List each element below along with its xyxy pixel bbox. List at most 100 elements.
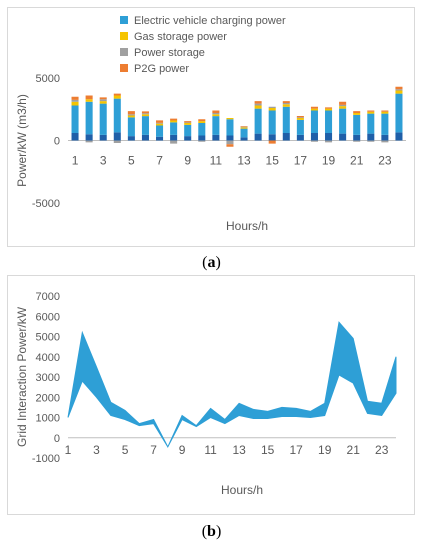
bar-segment xyxy=(170,134,178,141)
x-tick-label: 19 xyxy=(322,154,336,168)
x-tick-label: 23 xyxy=(375,443,389,457)
y-tick-label: 0 xyxy=(54,136,60,148)
bar-segment xyxy=(339,106,347,109)
bar-segment xyxy=(85,95,93,100)
bar-segment xyxy=(212,114,220,117)
x-tick-label: 3 xyxy=(100,154,107,168)
bar-segment xyxy=(254,108,262,134)
bar-segment xyxy=(184,124,192,137)
bar-segment xyxy=(325,108,333,111)
bar-segment xyxy=(99,134,107,141)
y-tick-label: -5000 xyxy=(32,198,60,210)
bar-segment xyxy=(339,108,347,134)
bar-segment xyxy=(113,98,121,133)
x-tick-label: 9 xyxy=(179,443,186,457)
bar-segment xyxy=(310,133,318,141)
x-tick-label: 11 xyxy=(204,443,217,457)
bar-segment xyxy=(85,101,93,135)
x-tick-label: 5 xyxy=(122,443,129,457)
bar-segment xyxy=(282,101,290,103)
bar-segment xyxy=(198,123,206,136)
bar-segment xyxy=(99,101,107,104)
y-tick-label: 2000 xyxy=(36,392,60,404)
bar-segment xyxy=(127,136,135,141)
x-axis-title: Hours/h xyxy=(226,219,268,233)
bar-segment xyxy=(99,97,107,100)
bar-segment xyxy=(113,132,121,141)
y-axis-title: Grid Interaction Power/kW xyxy=(15,306,29,447)
chart-b-frame: 7000 6000 5000 4000 3000 2000 1000 0 -1000 1 3 5 7 9 1… xyxy=(7,275,415,515)
bar-segment xyxy=(395,86,403,90)
bar-segment xyxy=(85,99,93,102)
x-tick-label: 3 xyxy=(93,443,100,457)
bar-segment xyxy=(198,140,206,142)
bar-segment xyxy=(325,140,333,143)
bar-segment xyxy=(310,108,318,111)
x-tick-label: 19 xyxy=(318,443,332,457)
bar-segment xyxy=(226,118,234,120)
bar-segment xyxy=(170,122,178,135)
x-tick-label: 9 xyxy=(184,154,191,168)
x-tick-label: 21 xyxy=(347,443,361,457)
chart-a: Electric vehicle charging power Gas stora… xyxy=(15,15,406,233)
bar-segment xyxy=(156,125,164,137)
legend-label: Electric vehicle charging power xyxy=(134,15,286,27)
bar-segment xyxy=(268,110,276,135)
bar-segment xyxy=(254,103,262,106)
bar-segment xyxy=(127,114,135,116)
bar-segment xyxy=(282,103,290,105)
bar-segment xyxy=(353,114,361,135)
bar-segment xyxy=(240,127,248,129)
legend-swatch xyxy=(120,32,128,40)
y-tick-label: 1000 xyxy=(36,413,60,425)
bar-segment xyxy=(71,96,79,100)
bar-segment xyxy=(212,113,220,115)
bar-segment xyxy=(127,115,135,118)
bar-segment xyxy=(99,103,107,135)
bar-segment xyxy=(198,121,206,123)
bar-segment xyxy=(141,114,149,117)
bar-segment xyxy=(395,132,403,141)
bar-segment xyxy=(367,110,375,112)
bar-segment xyxy=(296,134,304,141)
bar-segment xyxy=(127,111,135,115)
y-tick-label: 3000 xyxy=(36,372,60,384)
bar-segment xyxy=(268,134,276,141)
chart-a-frame: Electric vehicle charging power Gas stora… xyxy=(7,7,415,247)
bar-segment xyxy=(170,120,178,123)
x-axis-title: Hours/h xyxy=(221,483,263,497)
bar-segment xyxy=(240,137,248,141)
bar-segment xyxy=(141,116,149,135)
bar-segment xyxy=(268,108,276,111)
bar-segment xyxy=(71,133,79,141)
bar-segment xyxy=(184,136,192,141)
bar-segment xyxy=(184,121,192,123)
x-tick-label: 21 xyxy=(350,154,364,168)
bar-segment xyxy=(226,119,234,136)
bar-segment xyxy=(212,110,220,113)
y-tick-label: -1000 xyxy=(32,453,60,465)
x-tick-label: 7 xyxy=(150,443,157,457)
legend-swatch xyxy=(120,64,128,72)
bar-segment xyxy=(71,101,79,106)
bar-segment xyxy=(282,106,290,133)
bar-segment xyxy=(141,113,149,115)
x-tick-label: 23 xyxy=(378,154,392,168)
x-tick-label: 13 xyxy=(232,443,246,457)
y-tick-label: 5000 xyxy=(36,332,60,344)
bar-segment xyxy=(353,113,361,115)
x-tick-label: 11 xyxy=(210,154,223,168)
x-tick-label: 5 xyxy=(128,154,135,168)
bar-segment xyxy=(156,136,164,141)
legend-swatch xyxy=(120,48,128,56)
bar-segment xyxy=(226,140,234,145)
bar-segment xyxy=(268,106,276,108)
bar-segment xyxy=(353,111,361,113)
bar-segment xyxy=(325,133,333,141)
bar-segment xyxy=(198,135,206,141)
bar-segment xyxy=(184,122,192,123)
x-tick-label: 13 xyxy=(237,154,251,168)
x-tick-label: 1 xyxy=(72,154,79,168)
bar-segment xyxy=(170,140,178,144)
